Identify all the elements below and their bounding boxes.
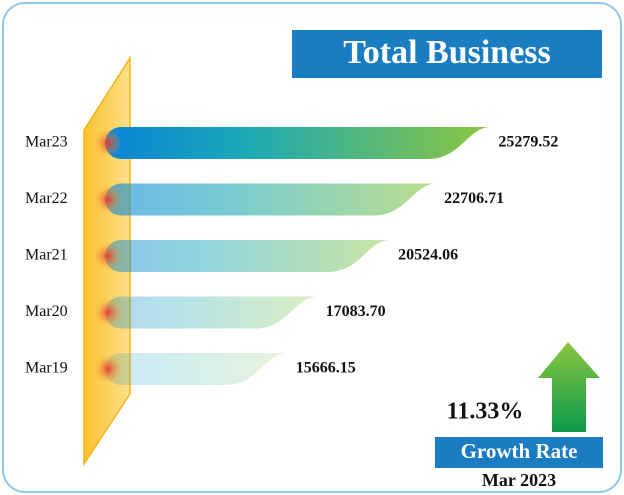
value-label: 20524.06 <box>398 247 458 264</box>
category-label: Mar21 <box>25 247 68 264</box>
glow <box>94 242 122 270</box>
glow <box>94 298 122 327</box>
value-label: 17083.70 <box>326 303 386 320</box>
growth-box <box>435 437 603 468</box>
glow <box>94 129 122 157</box>
bar <box>105 296 318 329</box>
category-label: Mar20 <box>25 303 68 320</box>
bar <box>105 183 437 216</box>
glow <box>94 185 122 214</box>
growth-label: Growth Rate <box>461 439 578 463</box>
bar <box>105 353 288 385</box>
growth-arrow <box>538 342 600 432</box>
bar <box>105 240 391 272</box>
category-label: Mar19 <box>25 360 68 377</box>
title-box <box>292 30 602 78</box>
period: Mar 2023 <box>482 470 556 490</box>
growth-value: 11.33% <box>447 399 524 425</box>
category-label: Mar22 <box>25 190 68 207</box>
category-label: Mar23 <box>25 134 68 151</box>
bars: Mar23 25279.52 Mar22 22706.71 Mar21 20524.06 M… <box>25 127 558 385</box>
glow <box>94 355 122 383</box>
value-label: 25279.52 <box>498 134 558 151</box>
bar <box>105 127 491 159</box>
value-label: 22706.71 <box>444 190 504 207</box>
chart-title: Total Business <box>343 34 551 71</box>
value-label: 15666.15 <box>296 360 356 377</box>
